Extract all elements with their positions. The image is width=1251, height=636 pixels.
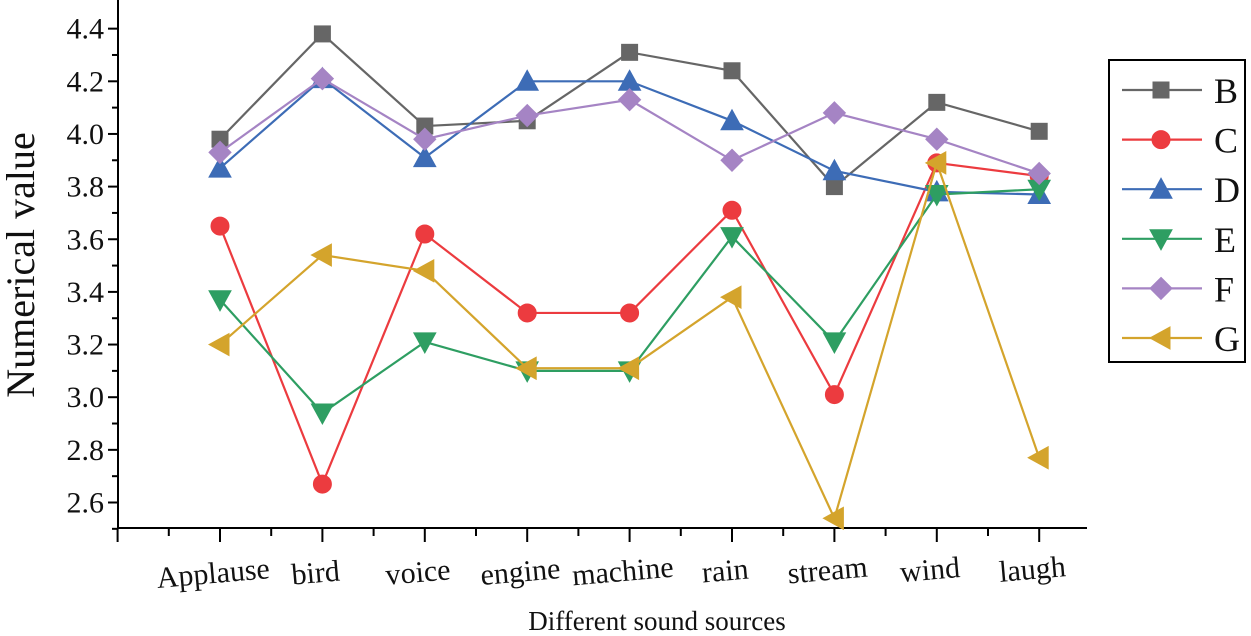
y-tick-label: 4.4: [67, 13, 105, 46]
series-B-point: [723, 62, 741, 80]
series-G-point: [310, 243, 332, 267]
series-G-point: [822, 506, 844, 531]
x-tick-label: Applause: [155, 552, 271, 595]
legend-label: B: [1214, 71, 1238, 111]
series-C-point: [620, 303, 640, 323]
legend-item-B: B: [1122, 71, 1238, 111]
series-E-point: [822, 332, 847, 354]
series-E-point: [310, 403, 335, 426]
series-F-point: [925, 127, 949, 151]
legend-item-F: F: [1122, 269, 1234, 309]
legend-label: C: [1214, 121, 1238, 161]
x-tick-label: stream: [786, 551, 869, 591]
series-F-point: [822, 101, 847, 125]
series-F-point: [310, 66, 335, 91]
legend-marker: [1148, 326, 1171, 350]
y-tick-label: 4.0: [67, 118, 105, 151]
legend-item-G: G: [1122, 319, 1240, 359]
series-layer: [207, 25, 1052, 531]
legend-item-C: C: [1122, 121, 1238, 161]
series-G-line: [219, 159, 1041, 522]
series-G-point: [719, 285, 742, 310]
y-tick-label: 2.8: [67, 434, 105, 467]
series-C-point: [415, 224, 435, 244]
series-D-point: [720, 108, 744, 131]
series-C-line: [218, 161, 1040, 488]
x-axis-title: Different sound sources: [528, 606, 785, 636]
x-tick-label: bird: [290, 554, 341, 591]
axes: 2.6 2.8 3.0 3.2 3.4 3.6 3.8 4.0 4.2 4.4 Applause bi…: [67, 0, 1087, 595]
series-G-point: [924, 151, 947, 175]
x-tick-label: laugh: [998, 550, 1067, 589]
series-C-point: [210, 216, 230, 236]
legend-item-E: E: [1122, 220, 1236, 260]
series-G-point: [207, 332, 230, 357]
x-tick-label: wind: [899, 551, 962, 589]
series-B-point: [1030, 122, 1048, 140]
series-E: [208, 179, 1052, 426]
y-tick-label: 3.4: [67, 276, 105, 309]
legend-marker: [1149, 177, 1173, 199]
series-F-point: [208, 140, 232, 165]
legend-label: D: [1214, 170, 1240, 210]
y-axis-title: Numerical value: [0, 132, 43, 397]
series-B-point: [621, 43, 639, 61]
series-E-point: [924, 184, 949, 207]
series-G: [207, 151, 1049, 531]
series-D-point: [412, 145, 437, 168]
y-tick-label: 2.6: [67, 487, 105, 520]
x-tick-label: engine: [479, 552, 562, 592]
legend-label: E: [1214, 220, 1236, 260]
legend-marker: [1149, 276, 1173, 301]
legend-box: [1108, 59, 1246, 363]
legend-label: F: [1214, 269, 1234, 309]
legend-marker: [1152, 81, 1170, 99]
y-tick-label: 3.2: [67, 329, 105, 362]
y-tick-label: 3.6: [67, 223, 105, 256]
series-E-point: [720, 227, 744, 249]
series-F-point: [617, 88, 642, 112]
series-D-point: [822, 158, 847, 181]
y-tick-label: 3.8: [67, 171, 105, 204]
x-tick-label: voice: [384, 553, 452, 592]
legend-item-D: D: [1122, 170, 1240, 210]
series-F-point: [1027, 161, 1051, 186]
series-F-point: [515, 103, 539, 128]
series-B-point: [313, 25, 331, 43]
series-C-point: [722, 200, 742, 220]
series-E-point: [412, 332, 437, 354]
series-C-point: [312, 474, 332, 494]
series-C-point: [824, 385, 844, 405]
series-F-point: [413, 127, 437, 151]
series-F: [208, 66, 1051, 186]
x-tick-label: machine: [571, 551, 675, 593]
series-C-point: [517, 303, 537, 323]
series-G-point: [1027, 445, 1049, 470]
legend-label: G: [1214, 319, 1240, 359]
series-G-point: [515, 356, 537, 381]
series-D-point: [515, 69, 540, 91]
series-B-point: [825, 178, 843, 196]
series-D-point: [208, 156, 232, 178]
y-tick-label: 4.2: [67, 65, 105, 98]
series-B-point: [928, 93, 946, 111]
legend-marker: [1151, 130, 1171, 150]
y-tick-label: 3.0: [67, 381, 105, 414]
series-C: [210, 153, 1049, 494]
series-G-point: [412, 258, 435, 283]
legend-marker: [1149, 229, 1173, 251]
series-G-point: [617, 356, 640, 381]
series-F-point: [720, 148, 744, 172]
series-E-point: [208, 290, 232, 312]
x-tick-label: rain: [701, 553, 750, 590]
